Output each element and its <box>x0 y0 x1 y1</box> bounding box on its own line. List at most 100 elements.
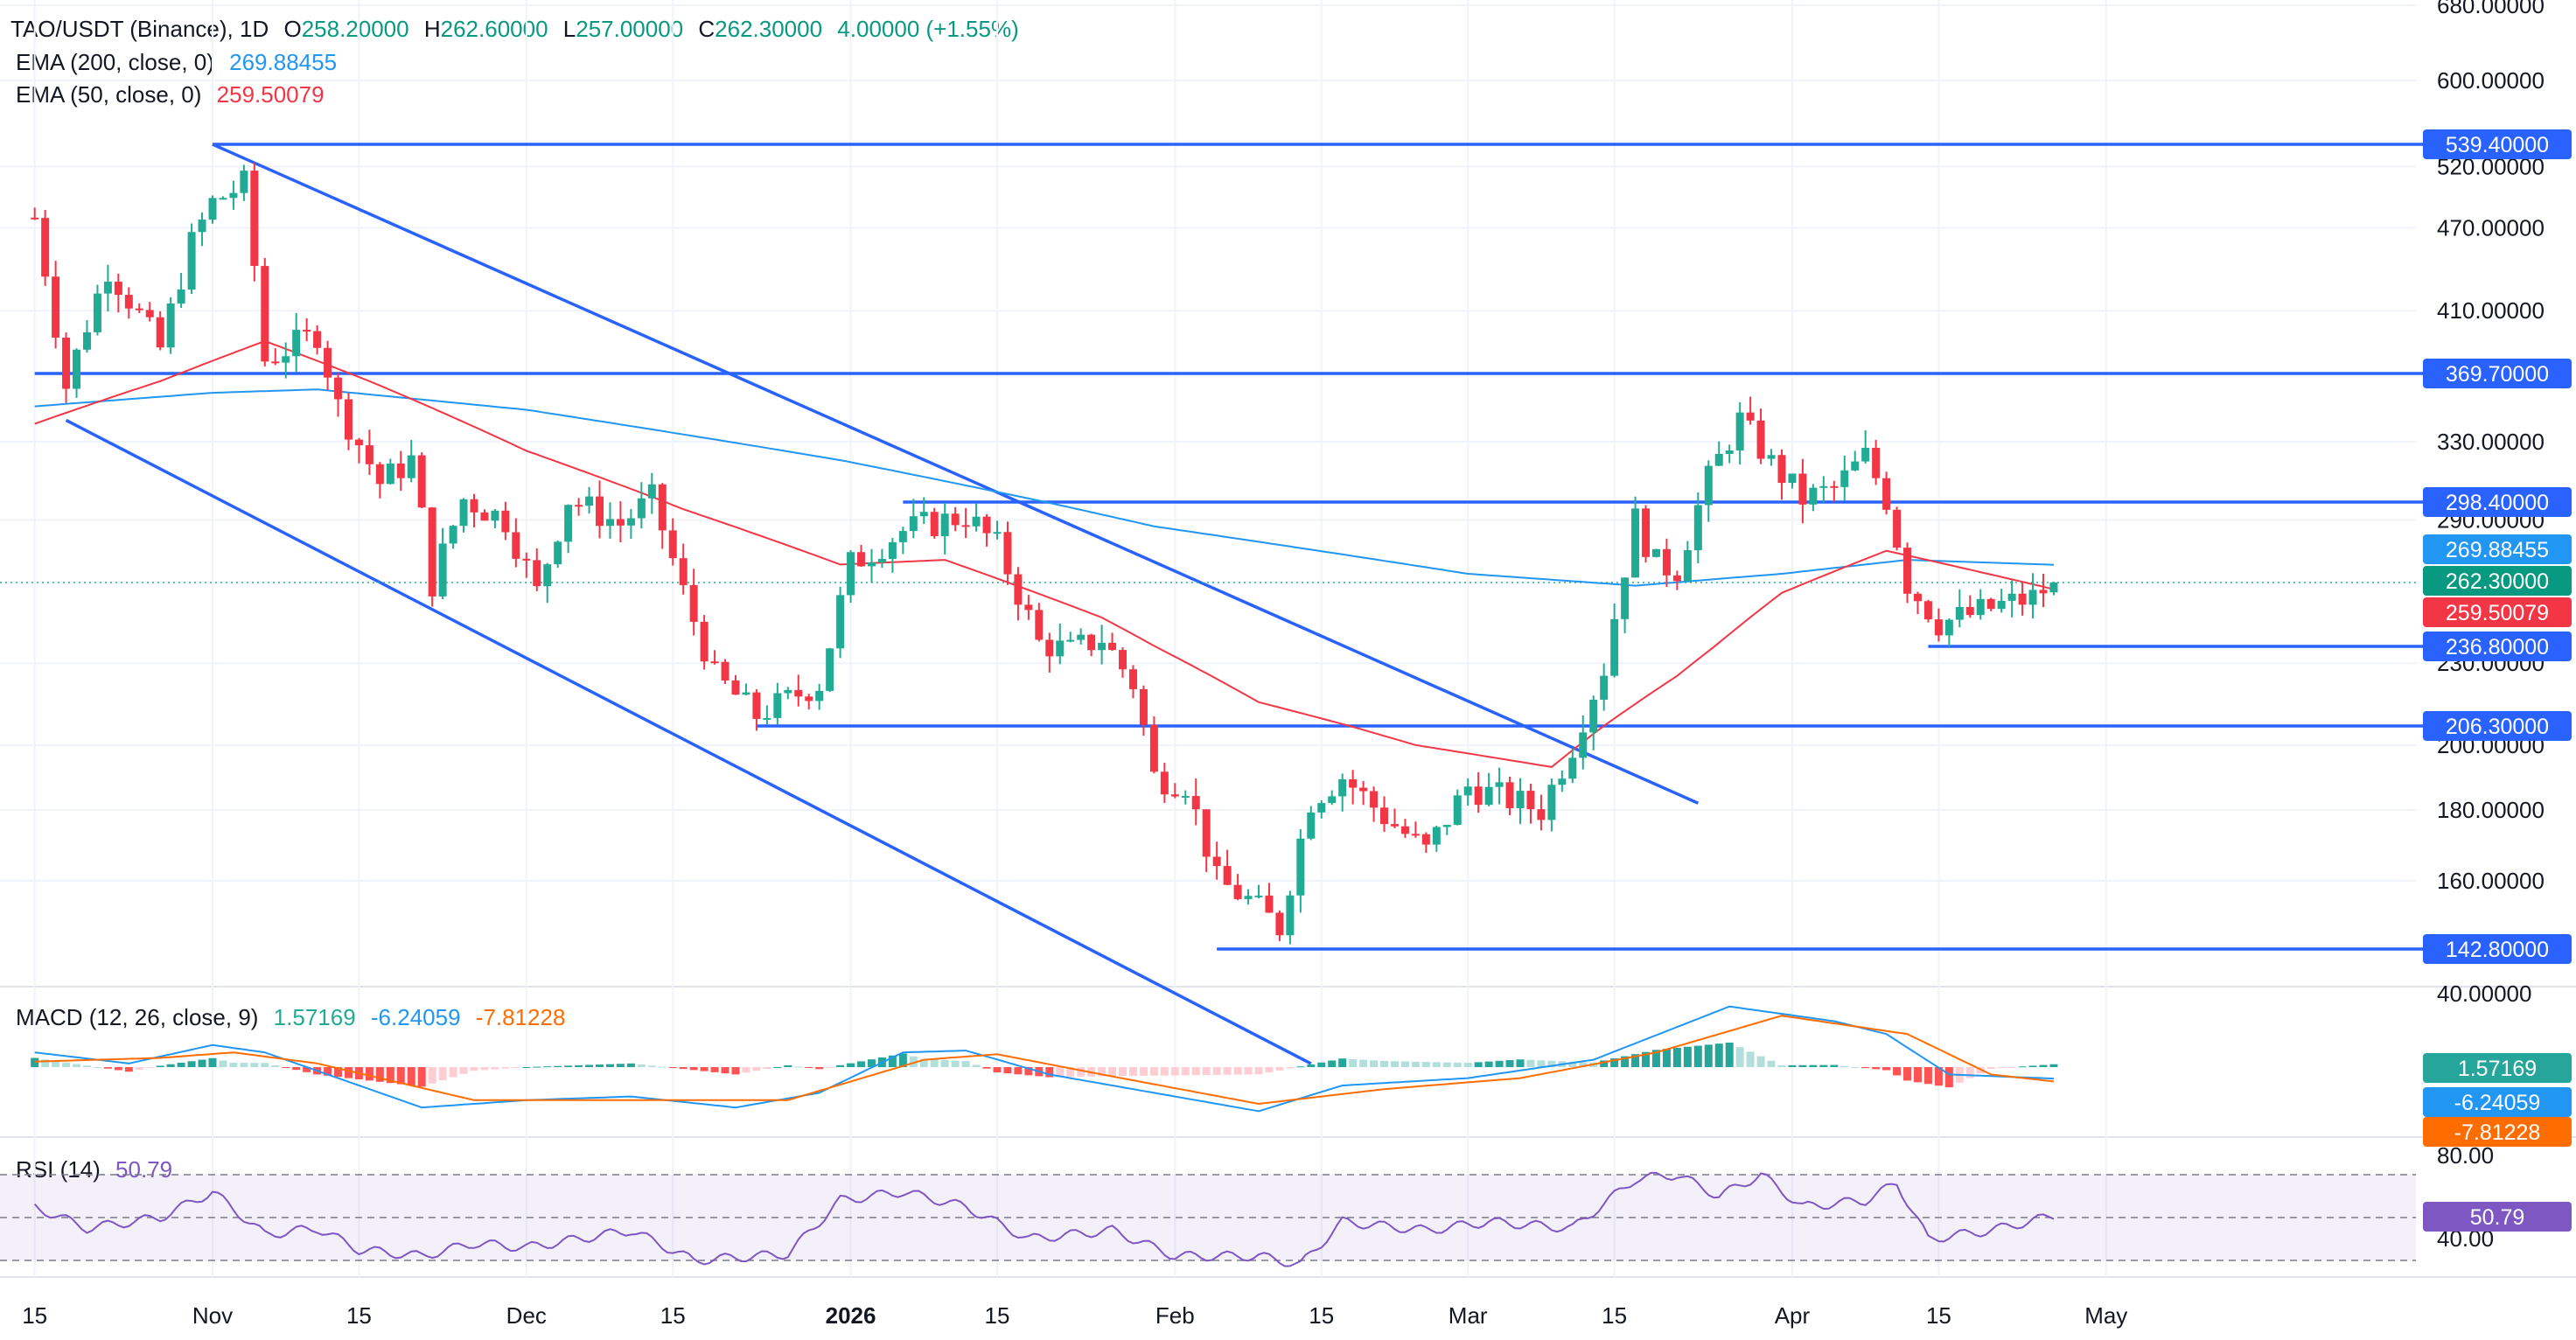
candle-body <box>1442 825 1451 827</box>
macd-histogram-bar <box>951 1060 960 1067</box>
candle-body <box>1066 639 1075 642</box>
macd-histogram-bar <box>73 1064 81 1067</box>
signal-line <box>34 1015 2055 1106</box>
candle-body <box>689 584 698 622</box>
candle-body <box>1024 604 1033 611</box>
macd-histogram-bar <box>177 1062 185 1067</box>
macd-histogram-bar <box>2018 1066 2027 1068</box>
macd-signal-value: -7.81228 <box>475 1004 566 1030</box>
macd-histogram-bar <box>1861 1067 1870 1069</box>
macd-histogram-bar <box>647 1065 656 1067</box>
macd-histogram-bar <box>82 1065 91 1067</box>
axes: 680.00000600.00000520.00000470.00000410.… <box>22 0 2545 1329</box>
macd-histogram-bar <box>1662 1049 1671 1067</box>
macd-histogram-bar <box>815 1067 824 1070</box>
change-value: 4.00000 (+1.55%) <box>837 16 1019 42</box>
macd-histogram-bar <box>596 1064 604 1067</box>
candle-body <box>177 290 185 304</box>
macd-histogram-bar <box>1317 1062 1326 1067</box>
candle-body <box>919 512 928 517</box>
level-tag-bg <box>2423 487 2572 517</box>
macd-histogram-bar <box>449 1067 457 1078</box>
macd-histogram-bar <box>940 1060 949 1067</box>
candle-body <box>1296 838 1305 896</box>
macd-histogram-bar <box>1756 1056 1765 1067</box>
candle-body <box>1840 470 1849 487</box>
candle-body <box>82 332 91 350</box>
macd-histogram-bar <box>533 1066 541 1068</box>
macd-histogram-bar <box>1798 1064 1807 1067</box>
ema50-value: 259.50079 <box>216 81 325 108</box>
candle-body <box>114 282 122 296</box>
candle-body <box>1495 782 1504 787</box>
level-tag-bg <box>2423 359 2572 388</box>
macd-histogram-bar <box>1119 1067 1127 1077</box>
candle-body <box>867 562 876 567</box>
candle-body <box>2018 593 2027 605</box>
date-tick-label: Nov <box>192 1302 233 1329</box>
macd-histogram-bar <box>1735 1047 1744 1067</box>
macd-histogram-bar <box>1265 1067 1274 1073</box>
macd-histogram-bar <box>303 1067 311 1072</box>
candle-body <box>909 516 918 532</box>
candle-body <box>1631 508 1640 578</box>
candle-body <box>815 690 824 701</box>
macd-histogram-bar <box>324 1067 332 1076</box>
macd-histogram-bar <box>31 1057 39 1067</box>
macd-histogram-bar <box>491 1067 499 1070</box>
macd-line <box>34 1005 2055 1113</box>
horizontal-levels <box>0 143 2423 1065</box>
macd-histogram-bar <box>114 1067 122 1071</box>
channel-line <box>212 143 1700 805</box>
date-tick-label: 15 <box>1926 1302 1951 1329</box>
date-tick-label: Dec <box>506 1302 547 1329</box>
candle-body <box>229 192 238 199</box>
candle-body <box>2007 593 2016 601</box>
candle-body <box>752 692 761 719</box>
candle-body <box>1568 757 1577 779</box>
macd-histogram-bar <box>689 1067 698 1071</box>
candle-body <box>470 499 478 513</box>
candle-body <box>1014 574 1023 605</box>
candle-body <box>1683 550 1692 582</box>
macd-histogram-bar <box>407 1067 415 1085</box>
candle-body <box>1128 669 1137 689</box>
macd-histogram-bar <box>438 1067 447 1081</box>
candle-body <box>836 595 845 649</box>
open-value: 258.20000 <box>301 16 409 42</box>
candle-body <box>103 282 112 294</box>
macd-histogram-bar <box>1390 1061 1399 1067</box>
macd-histogram-bar <box>365 1067 373 1081</box>
macd-histogram-bar <box>752 1067 761 1071</box>
macd-histogram-bar <box>1767 1060 1776 1067</box>
macd-line-tag-bg <box>2423 1087 2572 1117</box>
price-tags: 539.40000 369.70000 298.40000 236.80000 206.… <box>2423 129 2572 1232</box>
candle-body <box>1923 601 1932 620</box>
ohlc-open: O258.20000 <box>283 16 408 42</box>
candle-body <box>459 499 468 527</box>
candle-body <box>396 463 405 478</box>
date-tick-label: Apr <box>1775 1302 1811 1329</box>
candle-body <box>1767 455 1776 459</box>
candle-body <box>1421 834 1430 845</box>
macd-histogram-bar <box>261 1063 269 1067</box>
macd-histogram-bar <box>1212 1067 1221 1075</box>
macd-hist-value: 1.57169 <box>273 1004 356 1030</box>
macd-histogram-bar <box>1349 1058 1358 1067</box>
macd-histogram-bar <box>428 1067 436 1084</box>
candle-body <box>166 303 175 348</box>
candle-body <box>1202 809 1211 857</box>
candle-body <box>1349 779 1358 788</box>
macd-histogram-bar <box>501 1067 510 1069</box>
candle-body <box>1045 639 1054 657</box>
macd-histogram-bar <box>1453 1062 1462 1067</box>
candle-body <box>1098 642 1106 651</box>
macd-histogram-bar <box>1400 1061 1409 1067</box>
candle-body <box>1400 826 1409 834</box>
candle-body <box>2039 590 2048 594</box>
candle-body <box>826 648 834 691</box>
macd-histogram-bar <box>292 1067 301 1071</box>
candle-body <box>564 505 573 542</box>
candle-body <box>784 689 792 694</box>
